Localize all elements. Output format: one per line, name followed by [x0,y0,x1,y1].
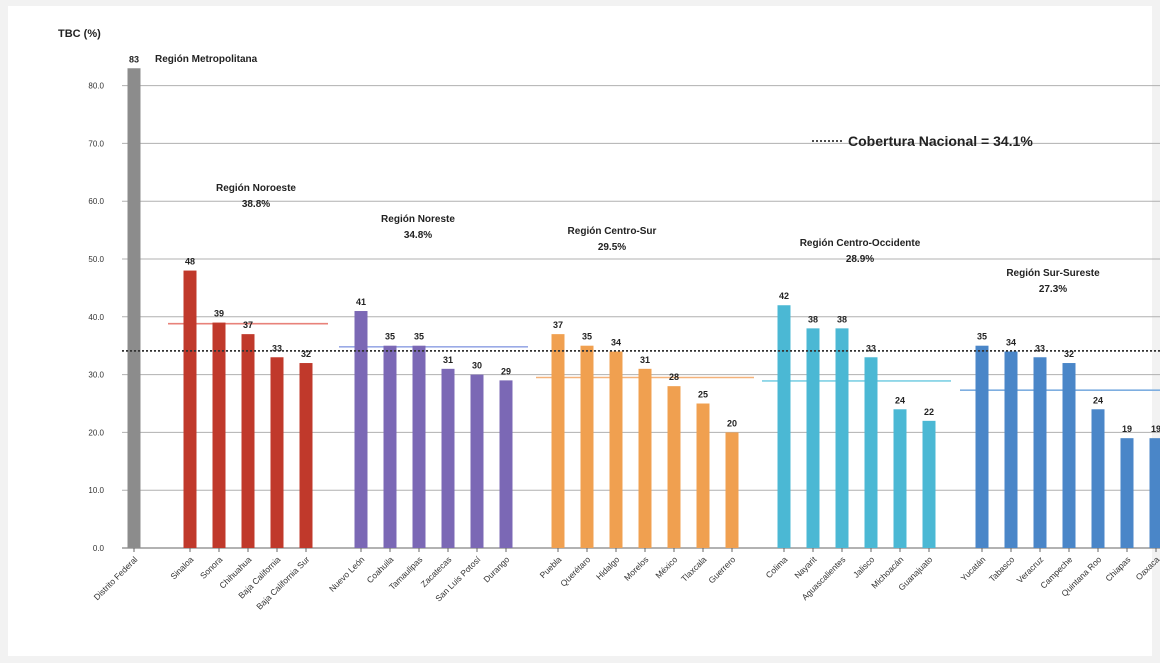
value-label: 34 [611,337,621,347]
bar [638,368,652,548]
y-tick-label: 30.0 [88,371,104,380]
value-label: 39 [214,309,224,319]
region-name-label: Región Centro-Occidente [800,238,921,249]
region-name-label: Región Noroeste [216,183,296,194]
bar [499,380,513,548]
value-label: 48 [185,257,195,267]
y-tick-label: 80.0 [88,82,104,91]
value-label: 28 [669,372,679,382]
bar [212,322,226,548]
bars [127,68,1160,548]
value-label: 33 [866,343,876,353]
y-tick-label: 70.0 [88,139,104,148]
value-label: 34 [1006,337,1016,347]
region-average-label: 38.8% [242,199,270,210]
value-labels: 83 48 39 37 33 32 41 35 35 31 30 29 37 35 34 31 28 25 20 42… [129,54,1160,434]
value-label: 42 [779,291,789,301]
region-average-label: 34.8% [404,230,432,241]
y-axis-label: TBC (%) [58,28,101,40]
value-label: 30 [472,361,482,371]
value-label: 37 [553,320,563,330]
bar [412,345,426,548]
value-label: 37 [243,320,253,330]
y-tick-label: 10.0 [88,486,104,495]
region-name-label: Región Metropolitana [155,54,258,65]
value-label: 32 [301,349,311,359]
y-tick-label: 20.0 [88,428,104,437]
value-label: 83 [129,54,139,64]
y-tick-label: 60.0 [88,197,104,206]
value-label: 19 [1122,424,1132,434]
bar [470,374,484,548]
value-label: 33 [272,343,282,353]
region-name-label: Región Sur-Sureste [1006,268,1100,279]
bar [299,363,313,548]
value-label: 25 [698,390,708,400]
value-label: 20 [727,418,737,428]
legend: Cobertura Nacional = 34.1% [812,133,1033,149]
value-label: 38 [808,314,818,324]
value-label: 41 [356,297,366,307]
bar [777,305,791,548]
bar [696,403,710,548]
bar [893,409,907,548]
value-label: 35 [582,332,592,342]
region-average-label: 29.5% [598,242,626,253]
bar [270,357,284,548]
bar [1149,438,1160,548]
bar [922,420,936,548]
y-tick-label: 50.0 [88,255,104,264]
bar [1062,363,1076,548]
value-label: 22 [924,407,934,417]
bar [1033,357,1047,548]
bar [864,357,878,548]
bar [354,311,368,548]
bar [183,270,197,548]
bar [551,334,565,548]
value-label: 35 [385,332,395,342]
bar [667,386,681,548]
bar [975,345,989,548]
bar [1091,409,1105,548]
bar [806,328,820,548]
bar [383,345,397,548]
bar [580,345,594,548]
region-average-label: 27.3% [1039,284,1067,295]
bar [1120,438,1134,548]
bar [127,68,141,548]
value-label: 29 [501,366,511,376]
y-tick-label: 0.0 [93,544,105,553]
value-label: 31 [640,355,650,365]
bar [725,432,739,548]
bar [609,351,623,548]
value-label: 19 [1151,424,1160,434]
region-name-label: Región Noreste [381,214,455,225]
region-average-label: 28.9% [846,254,874,265]
value-label: 38 [837,314,847,324]
value-label: 31 [443,355,453,365]
bar [1004,351,1018,548]
bar [835,328,849,548]
bar [241,334,255,548]
y-tick-label: 40.0 [88,313,104,322]
region-name-label: Región Centro-Sur [568,226,657,237]
value-label: 35 [977,332,987,342]
value-label: 32 [1064,349,1074,359]
value-label: 24 [1093,395,1103,405]
y-axis-ticks: 0.0 10.0 20.0 30.0 40.0 50.0 60.0 70.0 80.0 [88,82,104,553]
value-label: 24 [895,395,905,405]
legend-label: Cobertura Nacional = 34.1% [848,133,1033,149]
bar [441,368,455,548]
value-label: 35 [414,332,424,342]
region-labels: Región Metropolitana Región Noroeste 38.8%… [155,54,1100,295]
value-label: 33 [1035,343,1045,353]
